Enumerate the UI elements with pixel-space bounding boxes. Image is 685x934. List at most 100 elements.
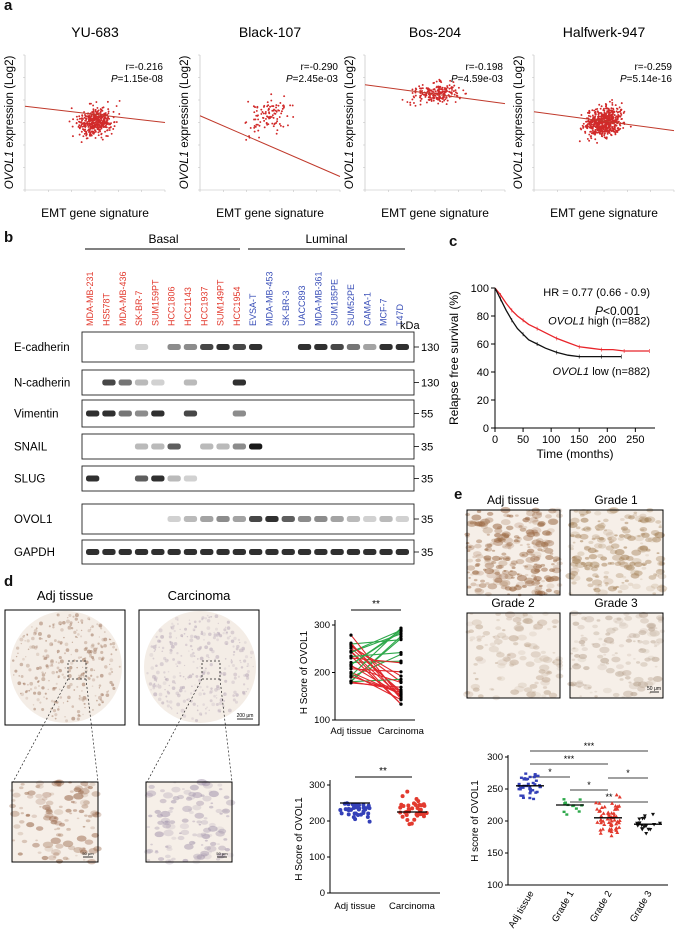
tissue-stain — [61, 673, 64, 676]
tissue-stain — [232, 698, 236, 702]
tissue-stain — [172, 624, 175, 628]
tissue-stain — [45, 664, 49, 668]
tissue-stain — [472, 687, 480, 692]
dot-point — [522, 778, 526, 781]
tissue-stain — [489, 542, 495, 546]
tissue-stain — [169, 648, 173, 652]
tissue-stain — [572, 647, 576, 650]
scatter-point — [604, 126, 606, 129]
scatter-point — [99, 120, 102, 122]
tissue-stain — [52, 708, 57, 713]
tissue-stain — [79, 849, 88, 854]
tissue-stain — [202, 833, 211, 840]
dot-point — [529, 790, 533, 793]
dot-point — [412, 817, 417, 822]
tissue-stain — [35, 839, 38, 842]
tissue-stain — [513, 642, 519, 646]
tissue-stain — [653, 573, 658, 576]
tissue-stain — [597, 543, 607, 549]
tissue-stain — [157, 857, 165, 861]
tissue-stain — [655, 520, 662, 524]
tissue-stain — [232, 694, 236, 697]
tissue-stain — [37, 684, 41, 688]
x-tick-label: 0 — [492, 434, 498, 446]
panel-letter-e: e — [454, 486, 463, 503]
tissue-stain — [571, 658, 576, 661]
tissue-stain — [477, 694, 484, 698]
tissue-stain — [226, 852, 235, 858]
tissue-stain — [499, 580, 508, 587]
tissue-stain — [615, 585, 619, 589]
dot-point — [352, 811, 357, 816]
tissue-stain — [84, 814, 88, 817]
scatter-point — [442, 97, 444, 100]
dot-point — [578, 798, 582, 801]
tissue-stain — [209, 822, 216, 828]
tissue-stain — [199, 656, 204, 661]
tissue-stain — [524, 565, 529, 568]
tissue-stain — [591, 537, 596, 541]
tissue-stain — [547, 528, 555, 534]
pair-line — [350, 634, 402, 699]
scatter-point — [267, 123, 270, 126]
tissue-stain — [109, 667, 113, 671]
blot-band — [102, 549, 116, 555]
blot-band — [151, 475, 165, 482]
blot-band — [249, 516, 263, 522]
tissue-stain — [474, 587, 482, 593]
tissue-stain — [29, 681, 34, 686]
tissue-stain — [522, 517, 530, 523]
tissue-stain — [90, 633, 94, 637]
pair-point — [399, 693, 403, 697]
tissue-stain — [499, 556, 504, 559]
tissue-stain — [41, 796, 48, 801]
scatter-point — [265, 122, 268, 125]
tissue-stain — [484, 557, 491, 562]
scatter-point — [605, 111, 608, 114]
tissue-stain — [616, 560, 621, 563]
blot-band — [102, 410, 116, 417]
scatter-point — [108, 117, 111, 120]
tissue-stain — [50, 699, 54, 703]
scatter-point — [68, 120, 71, 123]
scatter-point — [420, 87, 423, 90]
tissue-stain — [623, 546, 628, 549]
tissue-stain — [81, 690, 83, 692]
tissue-stain — [148, 682, 153, 686]
tissue-stain — [164, 820, 169, 823]
tissue-stain — [11, 839, 16, 842]
cell-line-label: HS578T — [101, 292, 111, 326]
scatter-point — [83, 123, 86, 126]
tissue-stain — [57, 640, 61, 644]
tissue-stain — [591, 643, 595, 646]
scatter-point — [419, 99, 422, 102]
scatter-point — [452, 90, 455, 93]
tissue-stain — [622, 575, 627, 579]
tissue-stain — [200, 714, 203, 716]
tissue-stain — [191, 685, 193, 688]
cell-line-label: MCF-7 — [379, 299, 389, 327]
tissue-stain — [235, 647, 239, 651]
scatter-point — [610, 130, 613, 133]
tissue-stain — [178, 661, 182, 665]
tissue-stain — [475, 562, 481, 567]
scatter-point — [614, 132, 617, 134]
tissue-stain — [537, 522, 545, 528]
tissue-stain — [522, 584, 527, 588]
scatter-point — [590, 121, 593, 124]
tissue-stain — [202, 632, 206, 637]
tissue-stain — [552, 651, 556, 654]
tissue-stain — [69, 666, 73, 670]
tissue-stain — [497, 663, 506, 669]
blot-band — [151, 379, 165, 386]
scatter-point — [254, 125, 257, 128]
tissue-stain — [80, 635, 83, 638]
scatter-point — [92, 121, 95, 124]
tissue-stain — [514, 514, 519, 517]
tissue-stain — [36, 784, 44, 789]
tissue-stain — [198, 712, 203, 716]
legend-high: OVOL1 high (n=882) — [548, 315, 650, 327]
tissue-stain — [70, 653, 72, 656]
tissue-stain — [72, 615, 75, 618]
